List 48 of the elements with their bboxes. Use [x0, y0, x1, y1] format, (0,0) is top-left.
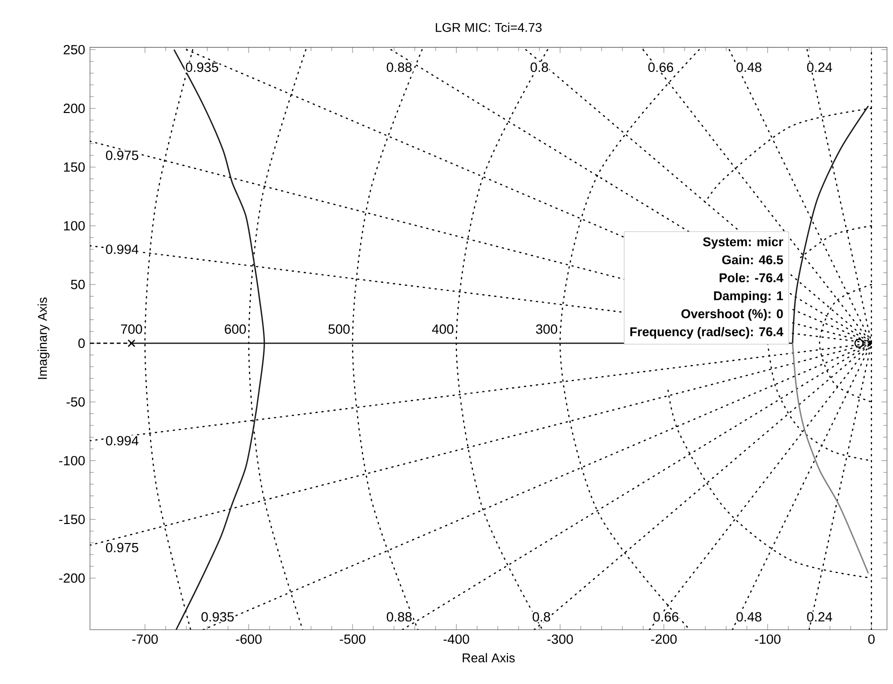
- x-tick-label: -100: [754, 634, 780, 644]
- annotation: Damping: 1: [714, 291, 784, 303]
- y-tick-label: -150: [59, 514, 85, 524]
- x-tick-label: -700: [132, 634, 158, 644]
- x-tick-label: -400: [444, 634, 470, 644]
- annotation: 0.8: [532, 612, 550, 622]
- x-tick-label: 0: [868, 634, 875, 644]
- annotation: Frequency (rad/sec): 76.4: [630, 327, 784, 339]
- annotation: 0.935: [201, 612, 234, 622]
- annotation: 0.24: [807, 612, 832, 622]
- y-tick-label: 50: [70, 280, 85, 290]
- annotation: 0.975: [106, 150, 138, 160]
- y-tick-label: 0: [78, 338, 85, 348]
- annotation: 500: [328, 324, 350, 334]
- x-tick-label: -600: [236, 634, 262, 644]
- annotation: Pole: -76.4: [720, 273, 784, 282]
- chart-title: LGR MIC: Tci=4.73: [436, 22, 542, 32]
- x-tick-label: -200: [651, 634, 677, 644]
- y-tick-label: -100: [59, 456, 85, 466]
- annotation: 0.88: [386, 612, 412, 622]
- y-tick-label: 200: [64, 104, 85, 114]
- annotation: 700: [121, 324, 142, 334]
- y-tick-label: 150: [64, 162, 85, 172]
- annotation: 0.975: [106, 542, 138, 552]
- annotation: Gain: 46.5: [722, 255, 784, 264]
- annotation: 0.935: [186, 62, 218, 72]
- y-tick-label: -200: [59, 574, 85, 583]
- x-tick-label: -300: [547, 634, 573, 644]
- y-tick-label: -50: [66, 397, 85, 407]
- annotation: 0.66: [654, 612, 678, 622]
- annotation: 0.88: [386, 62, 412, 72]
- annotation: System: micr: [703, 237, 784, 249]
- annotation: 0.48: [736, 612, 762, 622]
- annotation: 0.48: [736, 62, 762, 72]
- y-axis-title: Imaginary Axis: [38, 298, 50, 379]
- x-axis-title: Real Axis: [462, 653, 515, 662]
- annotation: 0.24: [807, 62, 832, 72]
- x-tick-label: -500: [340, 634, 366, 644]
- annotation: 0.8: [530, 62, 548, 72]
- annotation: 0.994: [106, 244, 138, 254]
- annotation: 0.994: [106, 436, 138, 446]
- y-tick-label: 100: [64, 221, 85, 231]
- y-tick-label: 250: [64, 45, 85, 54]
- annotation: Overshoot (%): 0: [681, 309, 783, 321]
- annotation: 0.66: [648, 62, 674, 72]
- annotation: 300: [536, 324, 558, 334]
- annotation: 600: [224, 324, 246, 334]
- annotation: 400: [432, 324, 454, 334]
